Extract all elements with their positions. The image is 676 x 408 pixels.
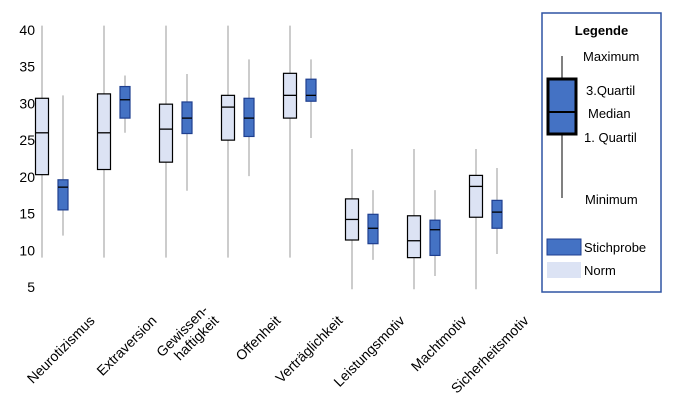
x-category-label-line: Extraversion (93, 312, 159, 378)
x-category-label-line: Neurotizismus (24, 312, 98, 386)
norm-box (406, 215, 422, 259)
x-category-label: Extraversion (93, 312, 159, 378)
norm-box (34, 97, 50, 176)
y-tick-label: 40 (19, 22, 35, 38)
legend-label-median: Median (588, 106, 631, 121)
y-tick-label: 35 (19, 59, 35, 75)
legend-swatch-norm (547, 262, 581, 278)
legend-title: Legende (575, 23, 628, 38)
x-category-label-line: Machtmotiv (408, 312, 470, 374)
stichprobe-box (119, 85, 131, 119)
legend-example-box (546, 77, 578, 136)
x-category-label: Gewissen-haftigkeit (153, 302, 222, 371)
plot-area (34, 25, 503, 290)
legend-label-maximum: Maximum (583, 49, 639, 64)
x-category-label: Neurotizismus (24, 312, 98, 386)
norm-box (220, 94, 236, 141)
stichprobe-box (57, 179, 69, 211)
norm-box (158, 103, 174, 163)
y-tick-label: 15 (19, 206, 35, 222)
y-axis: 5 10 15 20 25 30 35 40 (19, 22, 35, 295)
legend-entry-norm: Norm (584, 263, 616, 278)
stichprobe-box (367, 213, 379, 245)
legend-entry-stichprobe: Stichprobe (584, 240, 646, 255)
y-tick-label: 5 (27, 279, 35, 295)
stichprobe-box (491, 199, 503, 229)
y-tick-label: 25 (19, 132, 35, 148)
legend-label-minimum: Minimum (585, 192, 638, 207)
y-tick-label: 30 (19, 95, 35, 111)
legend-label-q3: 3.Quartil (586, 83, 635, 98)
x-category-label: Offenheit (232, 312, 283, 363)
legend-swatch-stichprobe (546, 238, 582, 256)
norm-box (96, 93, 112, 171)
legend: Legende Maximum 3.Quartil Median 1. Quar… (541, 12, 662, 293)
norm-box (468, 174, 484, 218)
stichprobe-box (243, 97, 255, 138)
y-tick-label: 10 (19, 242, 35, 258)
x-category-label-line: Offenheit (232, 312, 283, 363)
stichprobe-box (429, 219, 441, 257)
stichprobe-box (305, 78, 317, 102)
x-category-label: Machtmotiv (408, 312, 470, 374)
legend-label-q1: 1. Quartil (584, 130, 637, 145)
y-tick-label: 20 (19, 169, 35, 185)
x-axis-labels: NeurotizismusExtraversionGewissen-haftig… (24, 302, 532, 397)
